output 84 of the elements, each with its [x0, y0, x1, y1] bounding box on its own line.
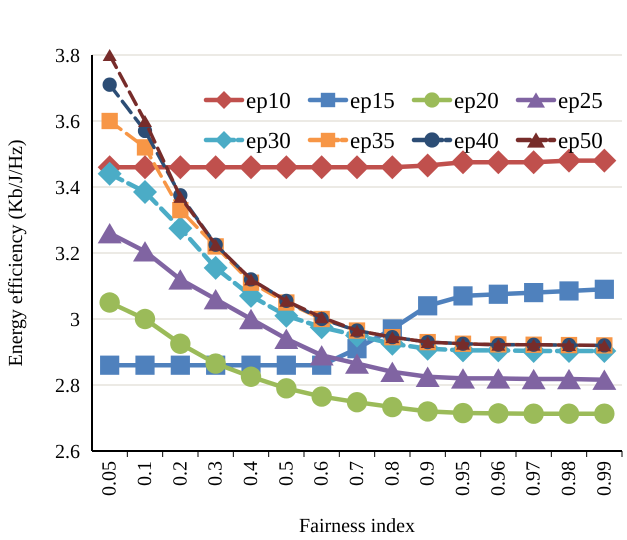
y-tick-label: 3.8: [55, 45, 80, 67]
point: [418, 296, 438, 316]
x-tick-label: 0.05: [98, 461, 121, 496]
x-tick-label: 0.9: [416, 461, 439, 486]
y-tick-label: 3.4: [55, 177, 80, 199]
point: [451, 368, 475, 389]
point: [274, 328, 298, 349]
point: [133, 155, 157, 180]
point: [417, 401, 438, 422]
point: [138, 115, 152, 127]
x-tick-label: 0.99: [593, 461, 616, 496]
point: [310, 345, 334, 366]
legend-label: ep15: [350, 88, 395, 113]
point: [314, 311, 329, 324]
point: [100, 356, 120, 375]
point: [239, 308, 263, 330]
legend-label: ep20: [454, 88, 499, 113]
point: [173, 190, 188, 203]
point: [523, 404, 544, 424]
point: [170, 334, 191, 354]
x-tick-label: 0.2: [169, 461, 192, 486]
point: [240, 366, 262, 387]
legend-label: ep30: [246, 128, 291, 153]
x-axis-title: Fairness index: [298, 515, 416, 537]
x-tick-label: 0.8: [381, 461, 404, 486]
legend-label: ep50: [558, 128, 603, 153]
x-tick-label: 0.98: [558, 461, 580, 496]
point: [486, 368, 510, 389]
x-tick-label: 0.1: [134, 461, 156, 486]
point: [311, 386, 332, 407]
point: [452, 402, 474, 424]
point: [98, 162, 122, 186]
point: [557, 368, 581, 390]
y-tick-label: 3.6: [55, 111, 80, 133]
point: [524, 283, 544, 302]
point: [239, 155, 263, 180]
legend-label: ep10: [246, 88, 291, 113]
x-tick-label: 0.96: [487, 461, 510, 496]
point: [558, 404, 580, 424]
point: [594, 280, 614, 299]
point: [204, 289, 228, 310]
point: [345, 155, 369, 180]
x-tick-label: 0.95: [452, 461, 474, 496]
y-tick-label: 3.2: [55, 243, 80, 265]
point: [168, 216, 192, 240]
point: [170, 356, 190, 375]
point: [99, 292, 120, 313]
point: [133, 180, 157, 204]
legend-label: ep40: [454, 128, 499, 153]
x-tick-label: 0.97: [522, 461, 545, 496]
y-axis-title: Energy efficiency (Kb/J/Hz): [5, 140, 27, 366]
point: [346, 392, 368, 412]
y-tick-label: 2.8: [55, 375, 80, 397]
point: [168, 269, 192, 290]
point: [559, 281, 579, 301]
point: [98, 223, 122, 244]
x-tick-label: 0.4: [240, 461, 262, 486]
point: [135, 356, 155, 375]
x-tick-label: 0.6: [310, 461, 333, 486]
point: [134, 308, 156, 330]
point: [522, 368, 546, 390]
point: [380, 362, 404, 382]
legend-label: ep35: [350, 128, 395, 153]
point: [102, 78, 117, 92]
point: [416, 366, 440, 387]
x-tick-label: 0.5: [275, 461, 298, 486]
point: [276, 378, 297, 398]
point: [276, 356, 296, 375]
x-tick-label: 0.3: [204, 461, 227, 486]
point: [594, 404, 615, 424]
x-tick-label: 0.7: [346, 461, 368, 486]
y-tick-label: 3: [70, 309, 80, 331]
point: [453, 286, 473, 306]
point: [592, 370, 616, 390]
y-tick-label: 2.6: [55, 441, 80, 463]
point: [204, 256, 228, 280]
legend-label: ep25: [558, 88, 603, 113]
point: [416, 154, 440, 178]
point: [488, 403, 509, 424]
point: [102, 49, 117, 61]
point: [102, 112, 118, 130]
point: [382, 396, 403, 418]
point: [488, 284, 508, 304]
point: [345, 353, 369, 374]
